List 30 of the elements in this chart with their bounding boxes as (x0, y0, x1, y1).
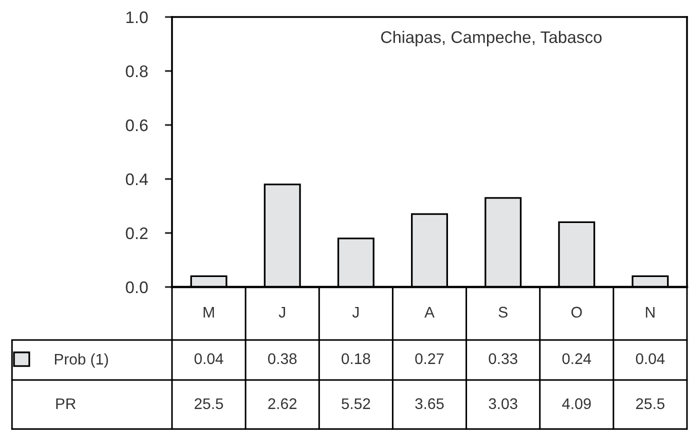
y-tick-label: 0.2 (126, 227, 148, 240)
x-tick-label: M (204, 306, 214, 318)
x-tick-label: O (571, 306, 582, 318)
text: 3.65 (415, 398, 444, 410)
data-label: 0.27 (415, 353, 444, 364)
text: 2.62 (268, 398, 296, 410)
data-label: 0.38 (268, 353, 297, 364)
x-tick-label: A (424, 306, 435, 318)
text: 25.5 (636, 398, 664, 410)
data-label: 0.33 (488, 353, 518, 364)
legend-label: Prob (1) (54, 353, 108, 368)
text: PR (56, 398, 76, 409)
y-tick-label: 0.4 (126, 173, 148, 186)
x-tick-label: N (646, 306, 654, 318)
x-tick-label: J (352, 306, 359, 318)
annotation: Chiapas, Campeche, Tabasco (381, 30, 602, 46)
x-tick-label: J (278, 306, 286, 318)
data-label: 0.04 (194, 353, 224, 364)
text: 4.09 (562, 398, 591, 410)
data-label: 0.18 (342, 353, 370, 364)
y-tick-label: 0.0 (126, 281, 148, 294)
text: 25.5 (194, 398, 224, 410)
x-tick-label: S (498, 306, 508, 318)
data-label: 0.04 (636, 353, 665, 364)
text: 5.52 (342, 398, 370, 410)
y-tick-label: 0.6 (126, 119, 148, 132)
data-label: 0.24 (562, 353, 592, 364)
text: 3.03 (488, 398, 518, 410)
y-tick-label: 0.8 (126, 65, 148, 78)
y-tick-label: 1.0 (126, 11, 148, 24)
